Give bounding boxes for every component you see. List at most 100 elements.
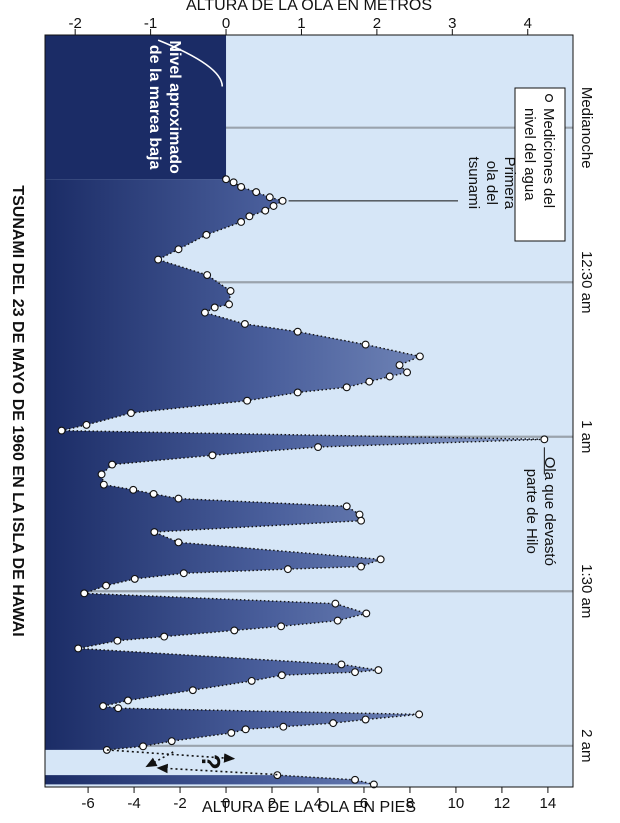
data-point	[174, 494, 183, 503]
data-point	[222, 175, 230, 184]
data-point	[237, 182, 246, 191]
data-point	[210, 303, 219, 312]
data-point	[293, 327, 302, 336]
data-point	[265, 193, 274, 202]
data-point	[113, 636, 122, 645]
time-tick-label: 1 am	[578, 420, 595, 453]
right-tick-label: 4	[314, 795, 322, 812]
time-tick-label: 1:30 am	[578, 564, 595, 618]
data-point	[240, 320, 249, 328]
data-point	[229, 178, 238, 187]
data-point	[283, 565, 292, 574]
data-point	[357, 562, 365, 571]
data-point	[369, 780, 378, 789]
data-point	[241, 725, 250, 734]
data-point	[361, 715, 370, 724]
data-point	[273, 771, 282, 780]
data-point	[333, 616, 342, 625]
data-point	[376, 555, 385, 564]
data-point	[337, 660, 346, 669]
svg-text:Ola que devastóparte de Hilo: Ola que devastóparte de Hilo	[523, 457, 558, 566]
data-point	[277, 671, 286, 680]
time-tick-label: 2 am	[578, 729, 595, 762]
low-tide-line	[157, 39, 224, 87]
data-point	[129, 485, 138, 494]
time-tick-label: 12:30 am	[578, 251, 595, 314]
data-point	[154, 255, 163, 264]
data-point	[415, 710, 424, 719]
destructive-wave-annotation: Ola que devastóparte de Hilo	[523, 447, 558, 566]
data-point	[226, 287, 235, 295]
data-point	[97, 470, 106, 479]
left-tick-label: 3	[448, 15, 456, 32]
data-point	[230, 626, 239, 635]
data-point	[188, 686, 197, 695]
right-tick-label: -2	[173, 795, 186, 812]
right-tick-label: 10	[448, 795, 465, 812]
right-tick-label: 14	[540, 795, 557, 812]
left-tick-label: 2	[373, 15, 381, 32]
right-tick-label: 2	[268, 795, 276, 812]
data-point	[403, 368, 412, 377]
data-point	[130, 574, 139, 583]
data-point	[108, 460, 117, 469]
data-point	[203, 271, 212, 279]
right-tick-label: 0	[222, 795, 230, 812]
right-tick-label: 8	[406, 795, 414, 812]
data-point	[329, 719, 338, 728]
data-point	[149, 489, 158, 498]
left-tick-label: 1	[297, 15, 305, 32]
data-point	[252, 188, 261, 197]
first-wave-annotation: Primeraola deltsunami	[288, 157, 518, 210]
data-point	[179, 569, 188, 578]
data-point	[247, 676, 256, 685]
left-tick-label: -1	[144, 15, 157, 32]
right-axis-title: ALTURA DE LA OLA EN PIES	[202, 799, 416, 816]
left-tick-label: 0	[222, 15, 230, 32]
legend-marker	[545, 93, 554, 102]
svg-text:Primeraola deltsunami: Primeraola deltsunami	[465, 157, 518, 210]
data-point	[351, 668, 359, 677]
data-point	[540, 435, 549, 444]
data-point	[365, 377, 374, 386]
data-point	[342, 383, 351, 392]
data-point	[342, 502, 351, 511]
data-point	[361, 340, 370, 349]
data-point	[99, 702, 108, 711]
data-point	[357, 516, 365, 525]
data-point	[80, 589, 89, 598]
data-point	[293, 388, 302, 397]
time-tick-label: Medianoche	[578, 87, 595, 169]
data-point	[237, 218, 246, 226]
measurement-points	[57, 175, 549, 789]
data-point	[174, 245, 183, 254]
missing-data-band	[45, 755, 573, 770]
left-axis-title: ALTURA DE LA OLA EN METROS	[186, 0, 432, 14]
chart-title: TSUNAMI DEL 23 DE MAYO DE 1960 EN LA ISL…	[9, 185, 26, 636]
time-axis-ticks: Medianoche 12:30 am 1 am 1:30 am 2 am	[578, 87, 595, 763]
data-point	[277, 622, 286, 631]
data-point	[385, 372, 394, 381]
data-point	[374, 666, 383, 675]
right-axis-ticks: -6 -4 -2 0 2 4 6 8 10 12 14	[81, 787, 556, 812]
left-tick-label: -2	[68, 15, 81, 32]
data-point	[124, 696, 132, 705]
data-point	[114, 704, 123, 713]
data-point	[167, 737, 176, 746]
data-point	[243, 396, 252, 405]
data-point	[99, 480, 108, 489]
data-point	[362, 609, 371, 618]
gap-arrow	[106, 749, 236, 763]
low-tide-annotation: Nivel aproximadode la marea baja	[146, 40, 183, 174]
data-point	[102, 581, 111, 590]
left-axis-ticks: -2 -1 0 1 2 3 4	[68, 15, 532, 35]
data-point	[278, 196, 287, 205]
plot-border	[44, 34, 574, 788]
data-point	[174, 538, 183, 547]
legend: Mediciones delnivel del agua	[514, 87, 566, 242]
pre-tsunami-area	[45, 35, 227, 180]
data-point	[227, 728, 236, 737]
gap-arrow	[145, 751, 174, 768]
data-point	[351, 775, 359, 784]
